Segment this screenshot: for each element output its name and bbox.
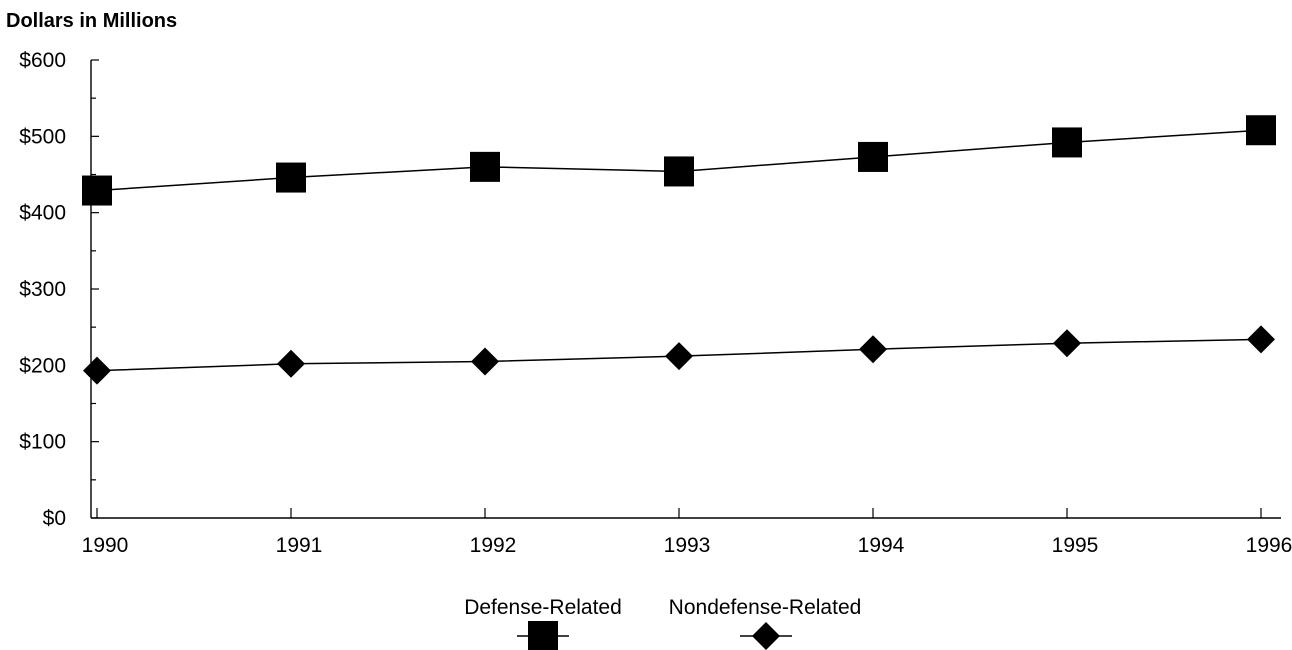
x-tick-label: 1990 [82,534,129,557]
y-tick-label: $0 [43,507,66,530]
square-marker [1246,115,1276,146]
square-marker [858,141,888,172]
x-tick-label: 1993 [664,534,711,557]
series-layer [82,115,1276,385]
diamond-marker [665,342,693,371]
y-tick-label: $300 [19,278,66,301]
y-tick-label: $500 [19,125,66,148]
x-tick-label: 1991 [276,534,323,557]
x-tick-label: 1992 [470,534,517,557]
y-tick-label: $600 [19,49,66,72]
x-axis-ticks: 1990 1991 1992 1993 1994 1995 1996 [82,508,1292,557]
diamond-marker [859,335,887,364]
diamond-marker [277,349,305,378]
legend-marker [752,622,780,650]
y-tick-label: $200 [19,354,66,377]
square-marker [82,175,112,206]
y-tick-label: $400 [19,202,66,225]
diamond-marker [471,347,499,376]
diamond-marker [1247,325,1275,354]
x-tick-label: 1995 [1052,534,1099,557]
diamond-marker [1053,329,1081,358]
legend-label: Nondefense-Related [669,596,862,619]
square-marker [470,151,500,182]
y-axis-title: Dollars in Millions [6,10,177,32]
series-nondefense-related [83,325,1275,385]
x-tick-label: 1996 [1246,534,1292,557]
legend-label: Defense-Related [464,596,622,619]
y-tick-label: $100 [19,431,66,454]
x-tick-label: 1994 [858,534,905,557]
y-axis-ticks: $0 $100 $200 $300 $400 $500 $600 [19,49,99,530]
axes [90,60,1281,519]
square-marker [1052,127,1082,158]
diamond-marker [83,356,111,385]
series-defense-related [82,115,1276,206]
square-marker [664,156,694,187]
square-marker [276,162,306,193]
legend: Defense-Related Nondefense-Related [464,596,861,650]
legend-marker [528,621,558,650]
